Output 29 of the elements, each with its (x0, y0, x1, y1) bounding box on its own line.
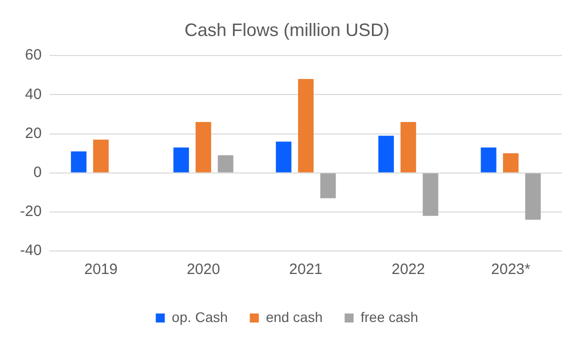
bar (422, 173, 438, 216)
bar (320, 173, 336, 198)
x-tick-label: 2023* (491, 261, 531, 278)
bar (503, 153, 519, 172)
bar (276, 142, 292, 172)
y-tick-label: -40 (20, 242, 42, 260)
bar (525, 173, 541, 220)
legend-label: end cash (266, 308, 323, 325)
y-tick-label: 40 (24, 86, 42, 103)
bar (196, 122, 212, 172)
legend-label: op. Cash (172, 308, 228, 325)
x-tick-label: 2022 (392, 261, 425, 278)
bar (93, 140, 109, 172)
x-tick-label: 2021 (289, 261, 323, 278)
bar (400, 122, 416, 172)
bar (378, 136, 394, 172)
y-tick-label: 60 (24, 46, 42, 64)
x-tick-label: 2019 (84, 261, 118, 278)
legend-label: free cash (360, 308, 418, 325)
chart-title: Cash Flows (million USD) (184, 20, 390, 40)
y-tick-label: 0 (33, 164, 42, 181)
bar (70, 151, 86, 172)
x-tick-label: 2020 (186, 261, 220, 278)
bar (218, 155, 234, 172)
bar (480, 147, 496, 172)
y-tick-label: 20 (24, 124, 42, 142)
bar (298, 79, 314, 172)
y-tick-label: -20 (20, 203, 42, 220)
bar (173, 147, 189, 172)
